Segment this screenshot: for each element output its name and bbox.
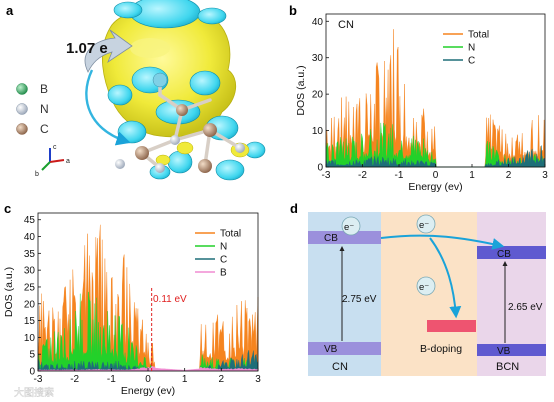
y-tick-label: 0 (29, 367, 35, 378)
series-area-total (325, 29, 546, 168)
electron-transfer-arrow-doping (429, 237, 462, 319)
x-tick-label: 0 (433, 170, 439, 181)
b-doping-level (427, 320, 476, 332)
panel-letter-d: d (290, 201, 298, 216)
cn-valence-band (308, 342, 381, 355)
legend-label-n: N (468, 43, 475, 54)
x-tick-label: 1 (469, 170, 475, 181)
bcn-conduction-band (477, 246, 546, 259)
svg-text:e⁻: e⁻ (344, 222, 354, 233)
bcn-bandgap-value: 2.65 eV (508, 302, 543, 313)
boron-legend-marker (16, 83, 28, 95)
panel-letter-b: b (289, 3, 297, 18)
watermark-text: 大图搜索 (14, 386, 54, 399)
charge-transfer-arrow-big (84, 29, 133, 73)
bcn-name-label: BCN (496, 361, 519, 373)
panel-a-structure: a (6, 0, 266, 181)
legend-label-c: C (220, 255, 227, 266)
bcn-vb-label: VB (497, 346, 511, 357)
y-tick-label: 30 (24, 266, 36, 277)
legend-label-total: Total (220, 229, 241, 240)
chart-tag-cn: CN (338, 19, 354, 31)
x-tick-label: -1 (107, 374, 116, 385)
axis-label-b: b (35, 171, 39, 178)
x-tick-label: 2 (219, 374, 225, 385)
electron-transfer-arrow-cb (380, 234, 505, 250)
crystal-axes-icon: c a b (35, 144, 70, 178)
y-tick-label: 10 (24, 333, 36, 344)
b-doping-label: B-doping (420, 343, 462, 355)
bandgap-annotation: 0.11 eV (153, 294, 187, 305)
bcn-cb-label: CB (497, 249, 511, 260)
legend-label-b: B (220, 268, 227, 279)
y-tick-label: 10 (312, 126, 324, 137)
carbon-legend-marker (16, 123, 28, 135)
x-tick-label: -1 (395, 170, 404, 181)
cn-conduction-band (308, 231, 381, 244)
x-tick-label: -2 (70, 374, 79, 385)
x-tick-label: -3 (34, 374, 43, 385)
panel-d-band-diagram: d CB VB 2.75 eV CN CB VB 2.65 eV BCN B-d… (290, 201, 546, 376)
atoms (115, 72, 245, 173)
cn-bandgap-value: 2.75 eV (342, 294, 377, 305)
x-tick-label: 0 (145, 374, 151, 385)
electron-icon-cn: e⁻ (341, 216, 361, 236)
x-tick-label: -2 (358, 170, 367, 181)
charge-transfer-arrow-curved (85, 69, 131, 146)
legend-label-n: N (40, 102, 49, 116)
panel-letter-c: c (4, 201, 11, 216)
y-tick-label: 40 (24, 232, 36, 243)
axis-label-c: c (53, 144, 57, 151)
legend-label-c: C (468, 56, 475, 67)
y-tick-label: 30 (312, 53, 324, 64)
series-area-c (325, 145, 546, 168)
y-tick-label: 20 (312, 90, 324, 101)
x-axis-label: Energy (ev) (121, 385, 175, 397)
y-tick-label: 20 (24, 299, 36, 310)
cn-name-label: CN (332, 361, 348, 373)
electron-icon-transfer: e⁻ (416, 214, 436, 234)
series-area-n (325, 122, 546, 168)
y-tick-label: 40 (312, 17, 324, 28)
electron-icon-doping: e⁻ (416, 276, 436, 296)
x-tick-label: 3 (542, 170, 548, 181)
x-tick-label: 2 (506, 170, 512, 181)
cn-vb-label: VB (324, 344, 338, 355)
legend-label-c: C (40, 122, 49, 136)
y-tick-label: 25 (24, 282, 36, 293)
y-tick-label: 35 (24, 249, 36, 260)
y-tick-label: 15 (24, 316, 36, 327)
svg-text:e⁻: e⁻ (419, 220, 429, 231)
nitrogen-legend-marker (16, 103, 28, 115)
x-tick-label: 1 (182, 374, 188, 385)
charge-label: 1.07 e (66, 40, 108, 57)
y-tick-label: 0 (317, 163, 323, 174)
legend-label-total: Total (468, 30, 489, 41)
y-axis-label: DOS (a.u.) (3, 267, 15, 317)
svg-text:e⁻: e⁻ (419, 282, 429, 293)
x-tick-label: -3 (322, 170, 331, 181)
legend-label-b: B (40, 82, 48, 96)
y-tick-label: 45 (24, 215, 36, 226)
bcn-valence-band (477, 344, 546, 356)
atom-legend: B N C (16, 82, 49, 136)
panel-letter-a: a (6, 3, 14, 18)
x-tick-label: 3 (255, 374, 261, 385)
legend-label-n: N (220, 242, 227, 253)
cn-cb-label: CB (324, 233, 338, 244)
axis-label-a: a (66, 158, 70, 165)
y-tick-label: 5 (29, 350, 35, 361)
y-axis-label: DOS (a.u.) (295, 65, 307, 115)
x-axis-label: Energy (ev) (408, 181, 462, 193)
